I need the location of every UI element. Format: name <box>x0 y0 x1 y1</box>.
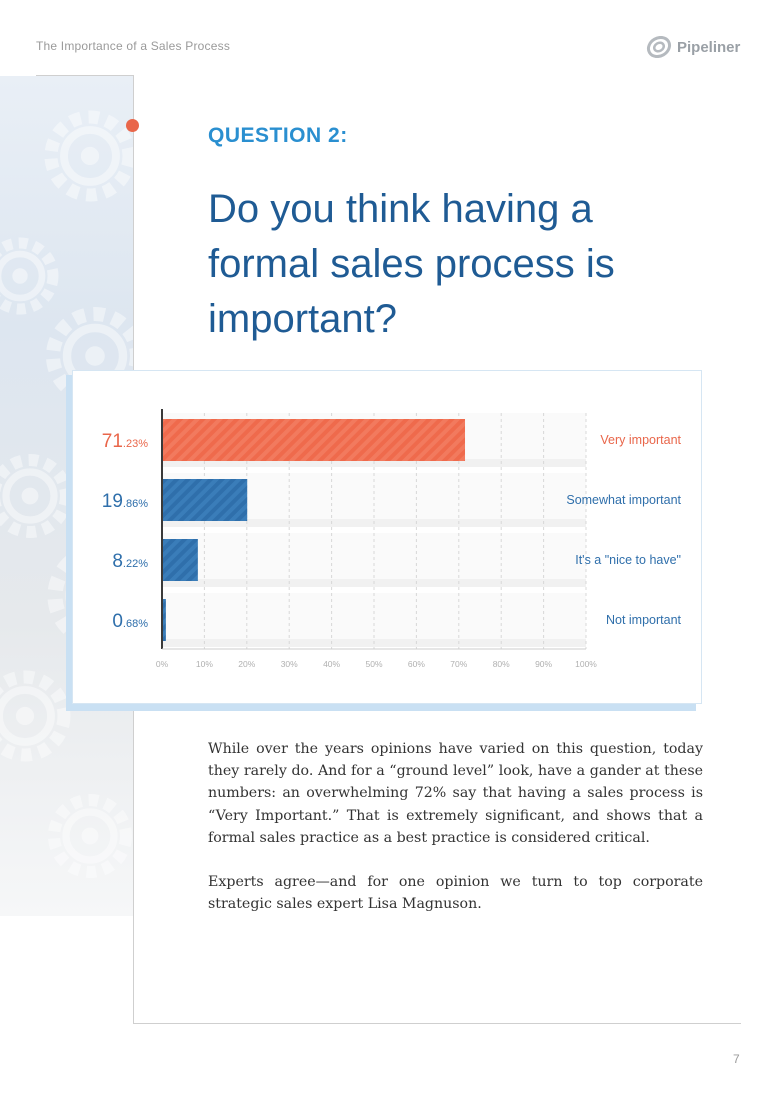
body-paragraph-2: Experts agree—and for one opinion we tur… <box>208 874 703 913</box>
frame-divider-bottom <box>133 1023 741 1024</box>
page-number: 7 <box>733 1052 740 1066</box>
bar <box>163 539 198 581</box>
category-label: It's a "nice to have" <box>575 553 681 567</box>
body-text: While over the years opinions have varie… <box>208 738 703 937</box>
value-label-int: 71 <box>102 431 123 452</box>
bar <box>163 419 466 461</box>
question-heading: Do you think having a formal sales proce… <box>208 182 708 347</box>
x-tick-label: 70% <box>450 659 467 669</box>
x-tick-label: 30% <box>281 659 298 669</box>
value-label-decimal: .86% <box>123 498 148 510</box>
question-line-1: Do you think having a <box>208 187 593 231</box>
logo-text: Pipeliner <box>677 38 741 56</box>
bar <box>163 599 166 641</box>
value-label-int: 0 <box>112 611 123 632</box>
x-tick-label: 80% <box>493 659 510 669</box>
value-label-decimal: .68% <box>123 618 148 630</box>
category-label: Not important <box>606 613 682 627</box>
accent-dot <box>126 119 139 132</box>
value-label: 19.86% <box>102 491 148 512</box>
value-label-int: 8 <box>112 551 123 572</box>
value-label-decimal: .23% <box>123 438 148 450</box>
bar-chart: 71.23% Very important 19.86% Somewhat impor… <box>102 409 682 669</box>
frame-divider-top <box>36 75 134 76</box>
chart-card: 71.23% Very important 19.86% Somewhat impor… <box>72 370 702 704</box>
question-line-3: important? <box>208 297 397 341</box>
x-tick-label: 100% <box>575 659 597 669</box>
bar <box>163 479 248 521</box>
x-tick-label: 50% <box>365 659 382 669</box>
value-label: 8.22% <box>112 551 148 572</box>
x-tick-label: 40% <box>323 659 340 669</box>
x-tick-label: 0% <box>156 659 169 669</box>
value-label-int: 19 <box>102 491 123 512</box>
x-tick-label: 90% <box>535 659 552 669</box>
question-label: QUESTION 2: <box>208 124 348 147</box>
category-label: Somewhat important <box>566 493 681 507</box>
value-label: 71.23% <box>102 431 148 452</box>
x-tick-label: 60% <box>408 659 425 669</box>
value-label-decimal: .22% <box>123 558 148 570</box>
pipeliner-logo-icon <box>646 36 672 58</box>
x-tick-label: 20% <box>238 659 255 669</box>
category-label: Very important <box>600 433 681 447</box>
value-label: 0.68% <box>112 611 148 632</box>
body-paragraph-1: While over the years opinions have varie… <box>208 741 703 846</box>
header-title: The Importance of a Sales Process <box>36 39 231 53</box>
question-line-2: formal sales process is <box>208 242 615 286</box>
pipeliner-logo: Pipeliner <box>646 36 740 58</box>
x-tick-label: 10% <box>196 659 213 669</box>
